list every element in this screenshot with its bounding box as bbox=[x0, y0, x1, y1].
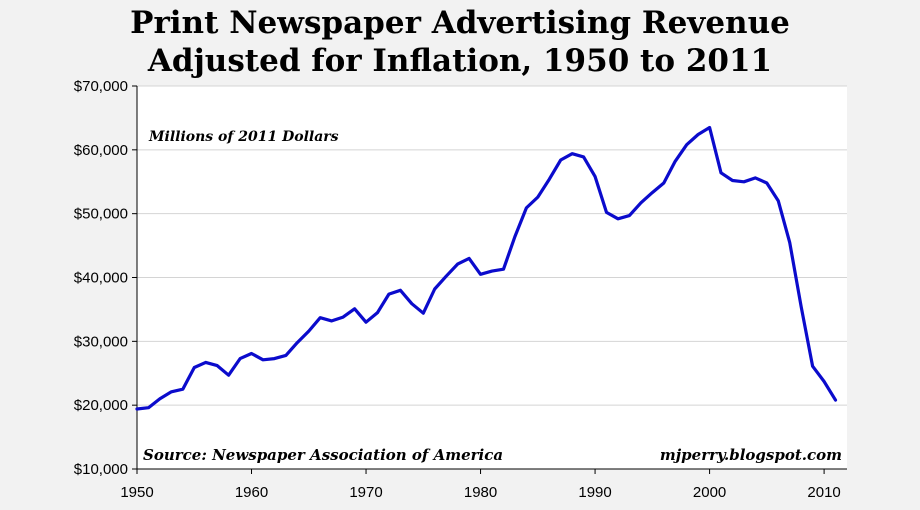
x-tick-label: 1950 bbox=[120, 484, 153, 501]
x-tick-label: 1990 bbox=[578, 484, 611, 501]
source-note: Source: Newspaper Association of America bbox=[143, 446, 503, 464]
y-tick-label: $20,000 bbox=[74, 397, 128, 414]
chart-title: Print Newspaper Advertising Revenue Adju… bbox=[0, 4, 920, 80]
data-series bbox=[135, 125, 838, 411]
y-tick-label: $70,000 bbox=[74, 78, 128, 95]
credit-note: mjperry.blogspot.com bbox=[660, 446, 842, 464]
y-tick-label: $60,000 bbox=[74, 142, 128, 159]
chart-title-line-2: Adjusted for Inflation, 1950 to 2011 bbox=[147, 43, 773, 79]
x-axis-tick-labels: 1950 1960 1970 1980 1990 2000 2010 bbox=[120, 469, 841, 501]
x-tick-label: 1980 bbox=[464, 484, 497, 501]
revenue-line bbox=[135, 125, 838, 411]
chart-title-line-1: Print Newspaper Advertising Revenue bbox=[130, 5, 790, 41]
x-tick-label: 2010 bbox=[807, 484, 840, 501]
x-tick-label: 1970 bbox=[349, 484, 382, 501]
y-tick-label: $50,000 bbox=[74, 206, 128, 223]
x-tick-label: 1960 bbox=[235, 484, 268, 501]
chart-subtitle: Millions of 2011 Dollars bbox=[148, 129, 339, 145]
y-tick-label: $40,000 bbox=[74, 270, 128, 287]
y-axis-tick-labels: $10,000 $20,000 $30,000 $40,000 $50,000 $60,0… bbox=[74, 78, 137, 478]
x-tick-label: 2000 bbox=[693, 484, 726, 501]
y-tick-label: $10,000 bbox=[74, 461, 128, 478]
y-tick-label: $30,000 bbox=[74, 333, 128, 350]
gridlines bbox=[137, 85, 847, 406]
